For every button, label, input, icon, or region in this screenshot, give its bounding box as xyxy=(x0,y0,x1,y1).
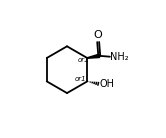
Text: OH: OH xyxy=(100,79,115,89)
Polygon shape xyxy=(87,54,100,58)
Text: O: O xyxy=(94,30,102,40)
Text: or1: or1 xyxy=(75,76,86,82)
Text: NH₂: NH₂ xyxy=(110,52,129,62)
Text: or1: or1 xyxy=(78,57,89,63)
